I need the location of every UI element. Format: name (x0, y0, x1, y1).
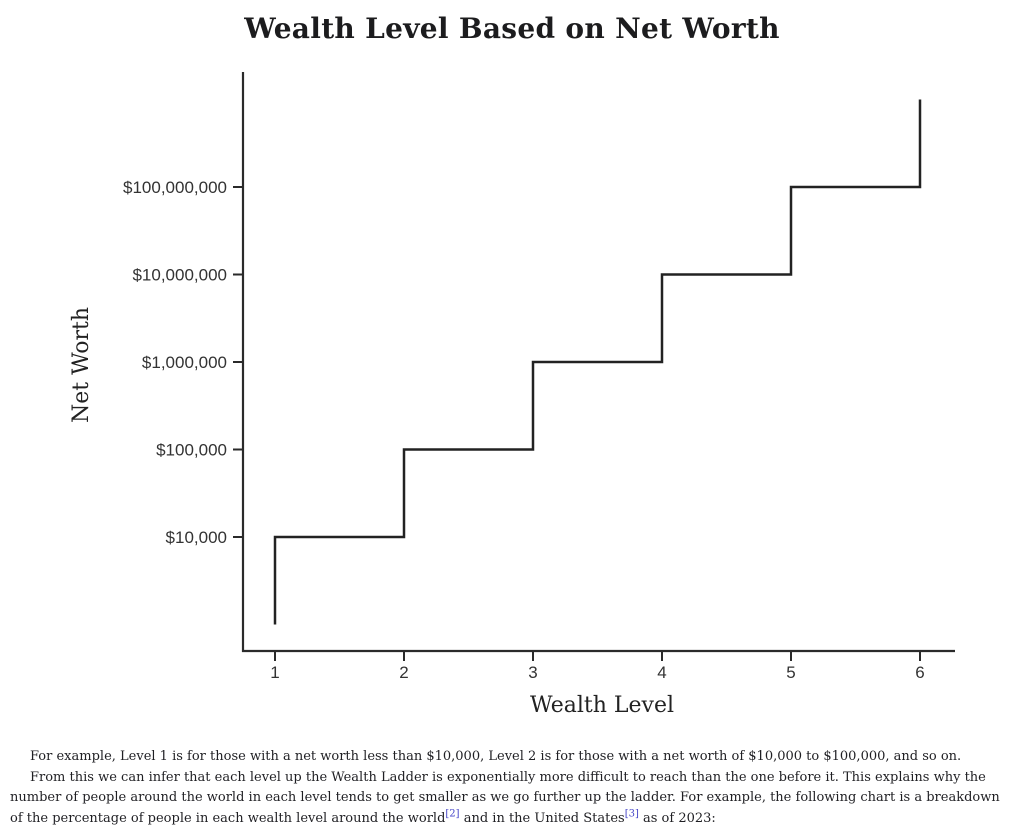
y-tick-label: $100,000,000 (123, 178, 227, 197)
y-tick-label: $10,000,000 (132, 266, 227, 285)
paragraph-2-text-c: as of 2023: (638, 810, 716, 826)
citation-link-3[interactable]: [3] (624, 808, 639, 820)
y-tick-label: $1,000,000 (142, 353, 227, 372)
paragraph-2-text-b: and in the United States (459, 810, 625, 826)
paragraph-1-text: For example, Level 1 is for those with a… (30, 749, 962, 764)
x-tick-label: 4 (657, 663, 666, 682)
citation-link-2[interactable]: [2] (445, 808, 460, 820)
x-tick-label: 3 (528, 663, 537, 682)
article-paragraph-1: For example, Level 1 is for those with a… (10, 747, 1016, 768)
paragraph-2-text-a: From this we can infer that each level u… (10, 769, 1000, 826)
y-tick-label: $10,000 (166, 528, 227, 547)
y-tick-label: $100,000 (156, 441, 227, 460)
x-axis-title: Wealth Level (530, 693, 674, 718)
article-body: For example, Level 1 is for those with a… (10, 747, 1016, 829)
x-tick-label: 1 (270, 663, 279, 682)
y-axis-title: Net Worth (69, 307, 94, 423)
page-title: Wealth Level Based on Net Worth (244, 12, 780, 45)
wealth-step-line (273, 99, 922, 625)
article-paragraph-2: From this we can infer that each level u… (10, 768, 1016, 830)
x-tick-label: 5 (786, 663, 795, 682)
x-tick-label: 2 (399, 663, 408, 682)
x-tick-label: 6 (915, 663, 924, 682)
wealth-level-chart: Net Worth Wealth Level $10,000 $100,000 $1… (69, 72, 955, 718)
